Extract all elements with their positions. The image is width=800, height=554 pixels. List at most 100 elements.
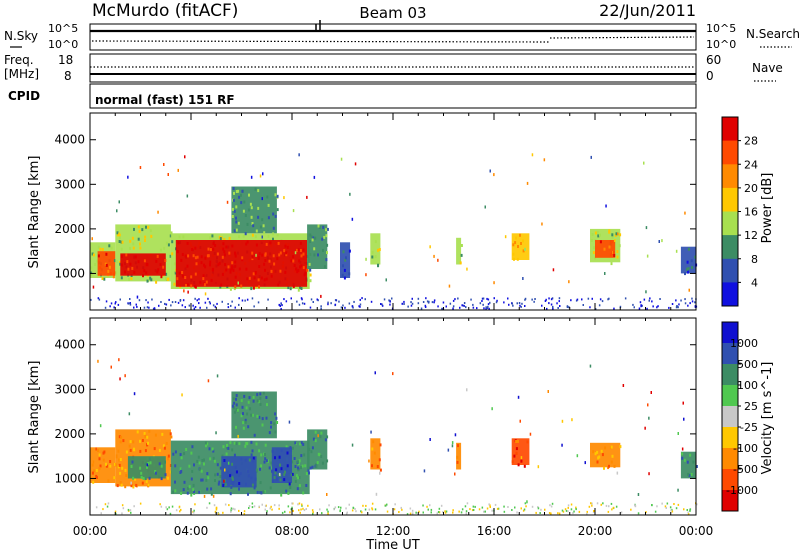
power-scatter-pixel xyxy=(231,300,233,303)
velocity-scatter-pixel xyxy=(522,509,525,512)
power-pixel xyxy=(296,270,299,274)
velocity-isolated-echo xyxy=(537,465,540,469)
velocity-colorbar-swatch xyxy=(722,469,738,491)
velocity-pixel xyxy=(240,399,243,403)
power-pixel xyxy=(156,254,159,258)
power-isolated-echo xyxy=(163,163,165,166)
power-scatter-pixel xyxy=(192,304,194,307)
velocity-pixel xyxy=(692,460,695,464)
velocity-pixel xyxy=(147,441,149,445)
velocity-pixel xyxy=(294,465,297,468)
velocity-pixel xyxy=(613,464,616,468)
velocity-isolated-echo xyxy=(423,469,426,473)
power-colorbar-tick-label: 28 xyxy=(744,135,758,148)
power-pixel xyxy=(216,252,219,256)
velocity-pixel xyxy=(256,490,259,494)
power-scatter-pixel xyxy=(613,307,615,310)
velocity-scatter-pixel xyxy=(290,508,292,511)
velocity-pixel xyxy=(95,469,98,472)
velocity-pixel xyxy=(136,430,139,434)
velocity-scatter-pixel xyxy=(102,508,104,511)
velocity-scatter-pixel xyxy=(106,505,109,508)
power-scatter-pixel xyxy=(138,299,141,302)
velocity-scatter-pixel xyxy=(422,511,424,514)
power-pixel xyxy=(314,236,317,240)
power-pixel xyxy=(303,273,306,277)
power-pixel xyxy=(202,274,205,278)
power-scatter-pixel xyxy=(309,306,312,309)
power-scatter-pixel xyxy=(221,300,223,303)
power-scatter-pixel xyxy=(624,297,627,300)
power-pixel xyxy=(308,262,311,266)
velocity-scatter-pixel xyxy=(251,502,254,505)
power-pixel xyxy=(165,272,168,276)
power-pixel xyxy=(177,241,180,245)
power-pixel xyxy=(252,272,255,276)
power-pixel xyxy=(174,271,177,275)
power-scatter-pixel xyxy=(317,299,319,302)
power-pixel xyxy=(257,257,260,260)
power-ytick-label: 3000 xyxy=(54,177,85,191)
velocity-scatter-pixel xyxy=(567,510,569,513)
velocity-pixel xyxy=(135,483,138,487)
velocity-scatter-pixel xyxy=(426,505,428,508)
power-pixel xyxy=(610,240,613,244)
power-scatter-pixel xyxy=(153,307,156,310)
velocity-scatter-pixel xyxy=(311,509,314,512)
power-isolated-echo xyxy=(437,258,439,262)
velocity-isolated-echo xyxy=(519,419,521,423)
power-scatter-pixel xyxy=(589,306,591,309)
power-pixel xyxy=(252,286,255,290)
power-pixel xyxy=(209,236,212,240)
velocity-pixel xyxy=(109,464,112,468)
velocity-scatter-pixel xyxy=(278,504,280,507)
date-title: 22/Jun/2011 xyxy=(599,1,696,20)
power-isolated-echo xyxy=(306,195,308,199)
power-isolated-echo xyxy=(543,158,546,162)
power-pixel xyxy=(686,260,689,264)
power-pixel xyxy=(250,215,253,219)
power-pixel xyxy=(599,240,602,244)
velocity-pixel xyxy=(304,464,307,468)
velocity-scatter-pixel xyxy=(586,513,588,515)
velocity-region xyxy=(231,391,277,439)
power-pixel xyxy=(112,275,115,279)
velocity-pixel xyxy=(232,406,235,410)
power-pixel xyxy=(118,236,121,240)
velocity-isolated-echo xyxy=(128,412,131,416)
power-pixel xyxy=(214,244,217,247)
velocity-pixel xyxy=(250,476,253,480)
power-pixel xyxy=(295,267,297,271)
power-scatter-pixel xyxy=(114,302,116,305)
power-isolated-echo xyxy=(645,226,648,230)
power-pixel xyxy=(234,275,237,279)
velocity-scatter-pixel xyxy=(179,510,181,513)
power-isolated-echo xyxy=(493,173,495,177)
power-pixel xyxy=(241,189,244,193)
power-pixel xyxy=(371,250,374,254)
velocity-pixel xyxy=(212,449,215,453)
power-pixel xyxy=(310,235,313,239)
velocity-scatter-pixel xyxy=(472,509,475,511)
velocity-pixel xyxy=(250,453,253,457)
velocity-pixel xyxy=(280,467,283,471)
velocity-scatter-pixel xyxy=(168,506,170,509)
velocity-pixel xyxy=(172,490,174,494)
velocity-isolated-echo xyxy=(351,443,354,447)
power-colorbar-tick-label: 8 xyxy=(751,253,758,266)
power-isolated-echo xyxy=(365,273,367,277)
power-pixel xyxy=(273,262,276,266)
power-pixel xyxy=(163,246,166,250)
velocity-pixel xyxy=(300,441,303,445)
velocity-scatter-pixel xyxy=(654,510,657,513)
velocity-scatter-pixel xyxy=(114,510,117,513)
velocity-scatter-pixel xyxy=(686,509,688,511)
velocity-pixel xyxy=(259,467,261,471)
power-pixel xyxy=(302,266,305,270)
velocity-pixel xyxy=(300,466,302,470)
power-pixel xyxy=(90,272,92,276)
velocity-scatter-pixel xyxy=(656,505,658,508)
velocity-pixel xyxy=(231,448,234,452)
